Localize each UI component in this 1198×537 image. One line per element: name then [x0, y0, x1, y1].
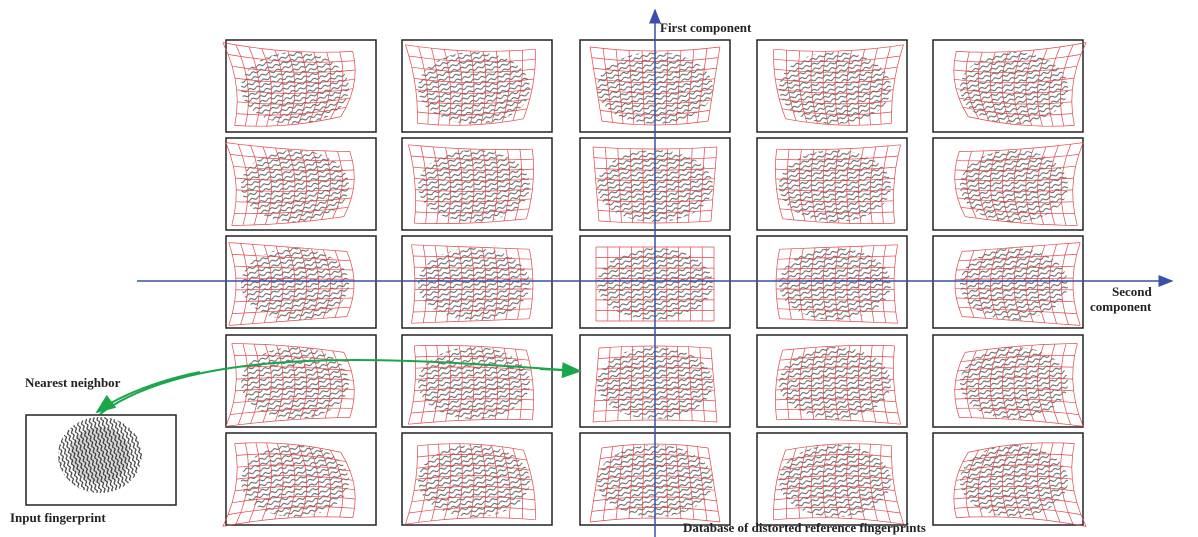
tile [933, 433, 1086, 526]
database-label: Database of distorted reference fingerpr… [683, 520, 926, 535]
input-fingerprint [26, 415, 176, 505]
tile [757, 433, 907, 525]
tile [226, 335, 376, 427]
tile [933, 40, 1086, 132]
input-label: Input fingerprint [10, 510, 106, 525]
horizontal-axis-label: component [1090, 299, 1152, 314]
tile [757, 335, 907, 427]
tile [223, 433, 376, 526]
tile [402, 138, 552, 230]
tile [933, 236, 1083, 328]
tile [933, 138, 1083, 230]
tile [223, 40, 376, 132]
tile [933, 335, 1083, 427]
tile [757, 138, 907, 230]
vertical-axis-label: First component [660, 20, 752, 35]
figure: First component Second component Nearest… [0, 0, 1198, 537]
tile [402, 40, 552, 132]
tile [402, 433, 552, 525]
tile [757, 236, 907, 328]
tile [402, 335, 552, 427]
tile [226, 138, 376, 230]
nearest-label: Nearest neighbor [25, 375, 121, 390]
tile [402, 236, 552, 328]
tile [226, 236, 376, 328]
tile [757, 40, 907, 132]
horizontal-axis-label: Second [1112, 284, 1153, 299]
